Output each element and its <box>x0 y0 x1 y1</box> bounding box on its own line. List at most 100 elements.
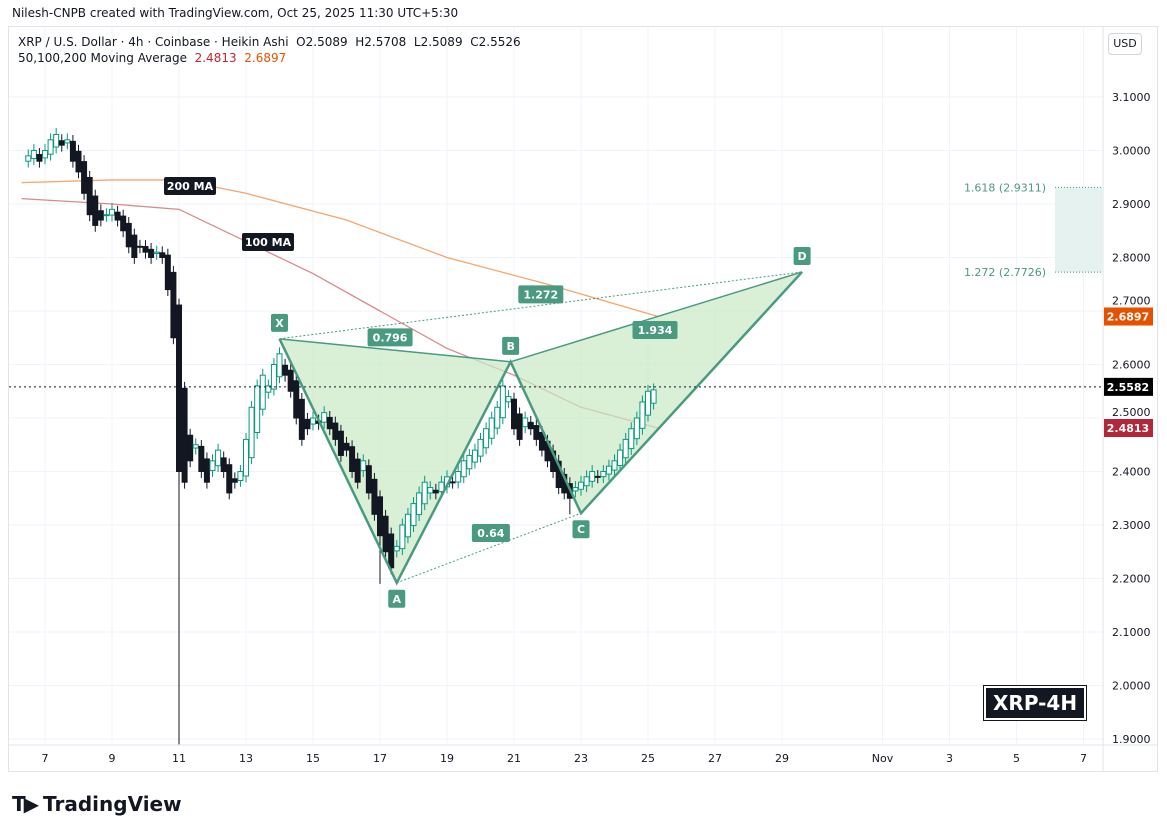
pattern-point-c: C <box>577 523 585 536</box>
pattern-point-b: B <box>506 340 514 353</box>
candle-body <box>125 222 132 248</box>
candle-body <box>259 374 266 410</box>
y-tick-label: 2.0000 <box>1112 680 1151 693</box>
candle-body <box>611 460 618 471</box>
candle-body <box>293 380 300 419</box>
candle-body <box>583 476 590 487</box>
candle-body <box>438 481 445 493</box>
fib-low-label: 1.272 (2.7726) <box>964 266 1046 279</box>
candle-body <box>198 445 205 473</box>
candle-body <box>153 251 160 254</box>
candle-body <box>192 444 199 449</box>
ratio-xb-bg <box>367 328 413 347</box>
candle-body <box>47 139 54 155</box>
pattern-bd-line <box>510 271 803 363</box>
ohlc-high: H2.5708 <box>355 35 407 49</box>
candle-body <box>103 214 110 217</box>
x-tick-label: 29 <box>775 752 789 765</box>
pattern-point-x: X <box>275 317 284 330</box>
y-tick-label: 3.0000 <box>1112 145 1151 158</box>
candle-body <box>388 533 395 569</box>
pattern-point-b-bg <box>502 336 520 355</box>
candle-body <box>276 353 283 378</box>
fib-high-label: 1.618 (2.9311) <box>964 181 1046 194</box>
candle-body <box>237 471 244 481</box>
currency-button[interactable]: USD <box>1108 33 1142 55</box>
candle-body <box>298 398 305 440</box>
x-tick-label: 25 <box>641 752 655 765</box>
candle-body <box>421 481 428 505</box>
candle-body <box>226 464 233 494</box>
candle-body <box>270 364 277 390</box>
candle-body <box>527 421 534 430</box>
candle-body <box>86 176 93 216</box>
y-tick-label: 2.6000 <box>1112 359 1151 372</box>
tradingview-logo[interactable]: T▶ TradingView <box>12 792 182 816</box>
candle-body <box>148 248 155 258</box>
candle-body <box>393 545 400 552</box>
ratio-xd-bg <box>518 285 564 304</box>
candle-body <box>209 460 216 472</box>
ma100-value: 2.4813 <box>194 51 237 65</box>
candle-body <box>622 438 629 459</box>
candle-body <box>81 161 88 194</box>
logo-text: TradingView <box>43 792 182 816</box>
fib-target-zone <box>1055 187 1103 273</box>
ma-label[interactable]: 50,100,200 Moving Average <box>18 51 187 65</box>
ratio-ac: 0.64 <box>477 527 504 540</box>
candle-body <box>589 471 596 482</box>
credit-line: Nilesh-CNPB created with TradingView.com… <box>12 6 459 20</box>
candle-body <box>399 524 406 550</box>
last-price-tag-bg <box>1104 377 1153 396</box>
x-tick-label: 15 <box>306 752 320 765</box>
candle-body <box>499 385 506 419</box>
x-tick-label: 7 <box>42 752 49 765</box>
ohlc-close: C2.5526 <box>470 35 521 49</box>
ma200-price-tag: 2.6897 <box>1107 311 1149 324</box>
candle-body <box>633 417 640 440</box>
candle-body <box>321 412 328 423</box>
candle-body <box>97 210 104 221</box>
candle-body <box>282 364 289 376</box>
x-tick-label: 3 <box>946 752 953 765</box>
candle-body <box>326 416 333 430</box>
candle-body <box>377 496 384 537</box>
candle-body <box>382 515 389 553</box>
ma200-price-tag-bg <box>1104 307 1153 326</box>
candle-body <box>578 481 585 490</box>
candle-body <box>645 390 652 416</box>
chart-frame[interactable] <box>8 26 1158 772</box>
pattern-xab-fill <box>279 338 511 583</box>
ratio-ac-bg <box>471 524 510 543</box>
pattern-point-c-bg <box>572 520 590 539</box>
candle-body <box>181 387 188 483</box>
candle-body <box>120 215 127 232</box>
x-tick-label: 7 <box>1080 752 1087 765</box>
candle-body <box>92 195 99 226</box>
ma200-label-bg <box>164 177 216 195</box>
y-tick-label: 2.7000 <box>1112 295 1151 308</box>
candle-body <box>287 369 294 392</box>
candle-body <box>310 417 317 425</box>
pattern-point-a: A <box>392 593 401 606</box>
candle-body <box>432 489 439 494</box>
candle-body <box>304 418 311 430</box>
ratio-xb: 0.796 <box>373 331 408 344</box>
x-tick-label: Nov <box>872 752 894 765</box>
candle-body <box>511 398 518 430</box>
candle-body <box>416 492 423 516</box>
logo-icon: T▶ <box>12 792 39 816</box>
candle-body <box>505 396 512 403</box>
candle-body <box>360 460 367 472</box>
candle-body <box>455 471 462 483</box>
ma100-label-bg <box>242 233 294 251</box>
candle-body <box>494 406 501 429</box>
candle-body <box>30 150 37 160</box>
x-tick-label: 23 <box>574 752 588 765</box>
ratio-xd: 1.272 <box>523 288 558 301</box>
pattern-point-a-bg <box>388 589 406 608</box>
y-tick-label: 2.9000 <box>1112 198 1151 211</box>
candle-body <box>466 454 473 470</box>
y-tick-label: 2.1000 <box>1112 626 1151 639</box>
